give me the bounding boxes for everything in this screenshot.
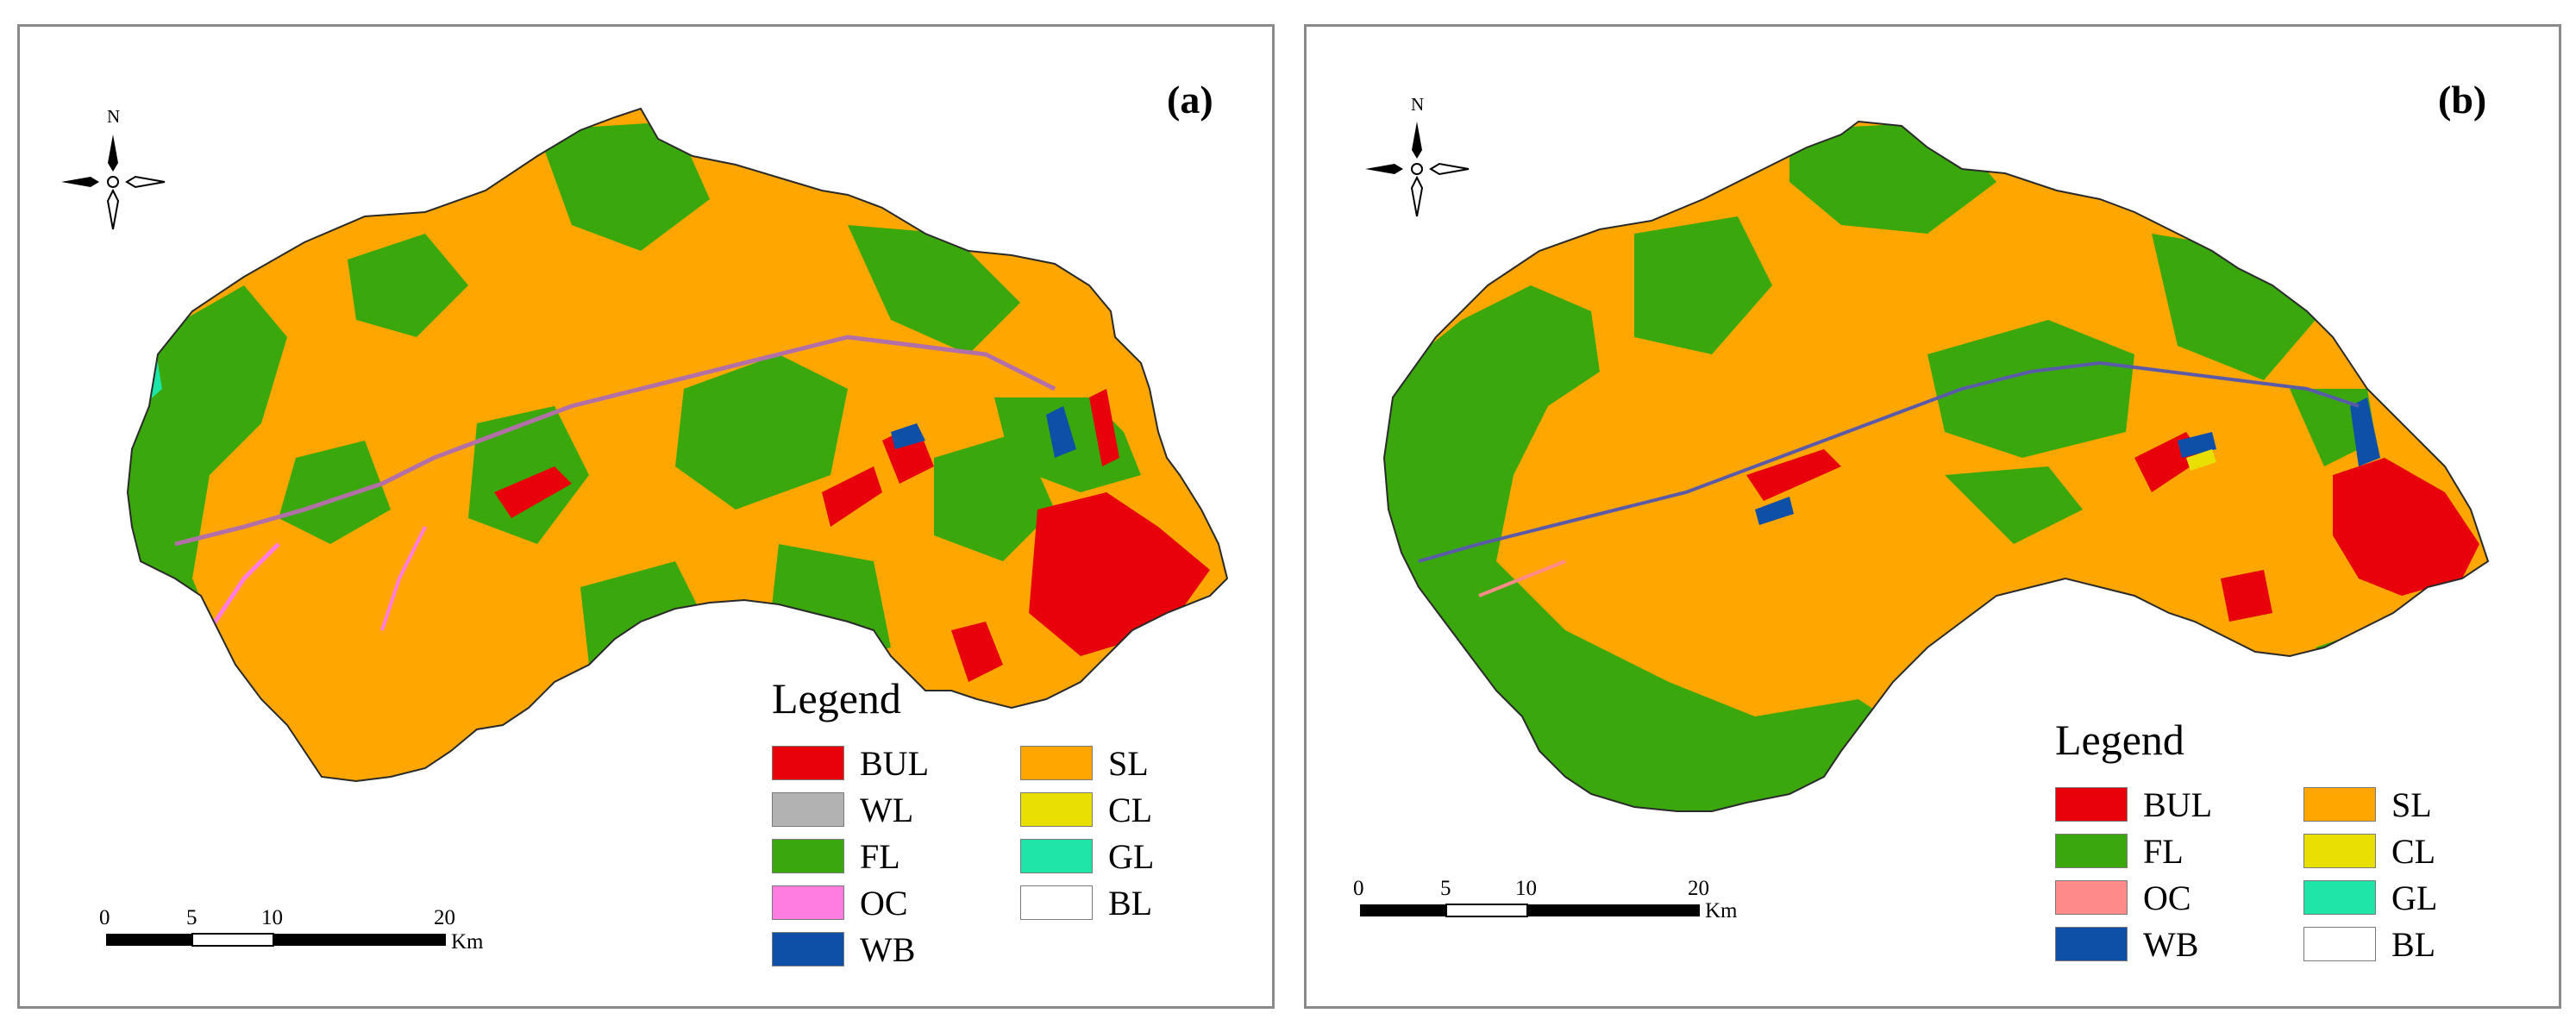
legend-item-cl: CL — [2303, 831, 2436, 871]
land-use-map-a — [61, 107, 1229, 947]
scale-tick-label: 0 — [1353, 877, 1364, 900]
scale-tick-label: 10 — [1515, 877, 1537, 900]
legend-swatch — [1020, 885, 1093, 920]
legend-item-cl: CL — [1020, 791, 1152, 829]
legend-item-sl: SL — [1020, 743, 1149, 783]
legend-swatch — [2303, 787, 2376, 822]
legend-label: BUL — [2143, 785, 2212, 824]
legend-item-wb: WB — [2055, 924, 2199, 964]
north-label: N — [1411, 94, 1425, 115]
legend-label: FL — [2143, 831, 2184, 871]
scale-tick-label: 0 — [99, 906, 110, 929]
scale-unit: Km — [1705, 899, 1738, 923]
panel-label: (a) — [1167, 78, 1213, 122]
scale-tick-label: 5 — [1440, 877, 1451, 900]
scale-tick-label: 20 — [434, 906, 455, 929]
legend-label: WL — [860, 790, 914, 829]
legend-title: Legend — [772, 674, 901, 722]
scale-tick-label: 20 — [1688, 877, 1709, 900]
legend-item-gl: GL — [1020, 836, 1155, 876]
north-arrow-icon — [61, 134, 166, 230]
legend-item-fl: FL — [772, 836, 900, 876]
legend-item-wl: WL — [772, 791, 913, 829]
north-arrow-icon — [1365, 122, 1470, 217]
legend-item-bul: BUL — [2055, 785, 2212, 824]
legend-swatch — [2303, 927, 2376, 961]
scale-unit: Km — [451, 930, 484, 954]
legend-swatch — [2055, 880, 2128, 915]
legend-item-gl: GL — [2303, 878, 2438, 917]
legend-item-wb: WB — [772, 929, 916, 969]
legend-item-oc: OC — [2055, 878, 2191, 917]
legend-swatch — [772, 746, 844, 780]
legend-swatch — [2055, 834, 2128, 868]
legend-item-fl: FL — [2055, 831, 2184, 871]
panel-label: (b) — [2438, 78, 2487, 122]
legend-label: OC — [2143, 878, 2191, 917]
legend-swatch — [2303, 834, 2376, 868]
legend-swatch — [772, 885, 844, 920]
legend-label: WB — [860, 929, 916, 969]
legend-swatch — [1020, 792, 1093, 827]
map-panel-b: (b) N Legend BUL FL OC WB SL CL GL BL 0 … — [1304, 24, 2561, 1009]
land-use-map-b — [1360, 120, 2490, 917]
scale-tick-label: 5 — [186, 906, 197, 929]
map-panel-a: (a) N Legend BUL WL FL OC WB SL CL GL BL… — [17, 24, 1275, 1009]
scale-bar — [1360, 904, 1700, 917]
legend-label: BL — [1108, 883, 1153, 923]
legend-label: OC — [860, 883, 908, 923]
legend-label: BL — [2391, 924, 2436, 964]
legend-item-bl: BL — [2303, 924, 2436, 964]
legend-swatch — [2055, 787, 2128, 822]
scale-bar — [106, 933, 446, 947]
legend-swatch — [1020, 746, 1093, 780]
legend-item-bul: BUL — [772, 743, 929, 783]
legend-item-bl: BL — [1020, 883, 1153, 923]
legend-swatch — [772, 932, 844, 966]
scale-tick-label: 10 — [261, 906, 283, 929]
legend-swatch — [1020, 839, 1093, 873]
legend-label: CL — [1108, 790, 1153, 829]
legend-swatch — [2303, 880, 2376, 915]
legend-label: GL — [2391, 878, 2438, 917]
legend-swatch — [772, 792, 844, 827]
legend-label: GL — [1108, 836, 1155, 876]
legend-label: WB — [2143, 924, 2199, 964]
legend-item-sl: SL — [2303, 785, 2432, 824]
legend-label: SL — [1108, 743, 1149, 783]
legend-label: FL — [860, 836, 900, 876]
legend-swatch — [772, 839, 844, 873]
legend-title: Legend — [2055, 716, 2184, 764]
north-label: N — [107, 106, 121, 127]
legend-label: CL — [2391, 831, 2436, 871]
legend-swatch — [2055, 927, 2128, 961]
legend-label: SL — [2391, 785, 2432, 824]
legend-label: BUL — [860, 743, 929, 783]
legend-item-oc: OC — [772, 883, 908, 923]
